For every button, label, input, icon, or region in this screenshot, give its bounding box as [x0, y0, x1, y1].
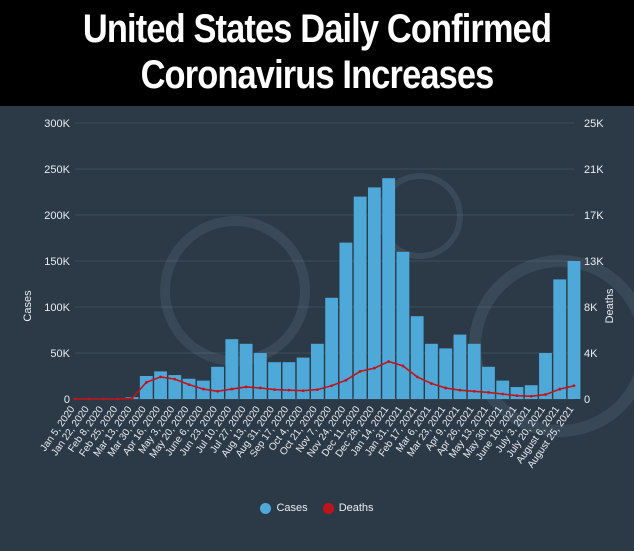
- chart-legend: Cases Deaths: [0, 502, 634, 517]
- deaths-point[interactable]: [444, 386, 448, 390]
- deaths-point[interactable]: [244, 385, 248, 389]
- legend-label-cases: Cases: [276, 502, 308, 514]
- deaths-point[interactable]: [487, 390, 490, 394]
- deaths-point[interactable]: [344, 378, 348, 382]
- y-tick-left-label: 100K: [44, 302, 70, 314]
- cases-bar[interactable]: [425, 343, 438, 399]
- title-line-2: Coronavirus Increases: [140, 53, 495, 97]
- legend-item-deaths[interactable]: Deaths: [322, 502, 374, 514]
- y-tick-right-label: 0: [584, 394, 590, 406]
- deaths-point[interactable]: [287, 388, 291, 392]
- cases-bar[interactable]: [182, 378, 196, 399]
- cases-bar[interactable]: [367, 187, 381, 399]
- y-tick-right-label: 4K: [584, 348, 598, 360]
- y-tick-right-label: 25K: [584, 118, 604, 130]
- deaths-point[interactable]: [458, 388, 462, 392]
- deaths-point[interactable]: [401, 364, 405, 368]
- deaths-point[interactable]: [529, 394, 533, 398]
- cases-bar[interactable]: [282, 362, 296, 399]
- y-axis-right-ticks: 0 4K 8K 13K 17K 21K 25K: [584, 118, 604, 406]
- cases-bar[interactable]: [553, 279, 567, 399]
- cases-series: [125, 178, 581, 399]
- deaths-point[interactable]: [373, 366, 376, 370]
- cases-bar[interactable]: [382, 178, 396, 399]
- deaths-point[interactable]: [501, 392, 505, 396]
- y-tick-left-label: 200K: [44, 210, 70, 222]
- deaths-point[interactable]: [515, 394, 519, 398]
- y-tick-left-label: 150K: [44, 256, 70, 268]
- deaths-point[interactable]: [201, 387, 205, 391]
- cases-bar[interactable]: [310, 343, 324, 399]
- deaths-point[interactable]: [144, 381, 148, 384]
- y-axis-left-ticks: 0 50K 100K 150K 200K 250K 300K: [44, 118, 70, 406]
- cases-bar[interactable]: [453, 334, 467, 399]
- cases-bar[interactable]: [211, 366, 224, 399]
- cases-bar[interactable]: [339, 242, 353, 399]
- y-axis-right-label: Deaths: [604, 288, 616, 323]
- deaths-point[interactable]: [415, 375, 419, 379]
- cases-bar[interactable]: [496, 380, 510, 399]
- deaths-point[interactable]: [430, 382, 433, 385]
- deaths-point[interactable]: [315, 388, 319, 392]
- gridlines: [75, 122, 574, 400]
- deaths-series-line: [75, 360, 575, 400]
- y-tick-left-label: 50K: [50, 348, 70, 360]
- deaths-point[interactable]: [230, 387, 234, 391]
- cases-bar[interactable]: [225, 339, 239, 399]
- y-tick-right-label: 17K: [584, 210, 604, 222]
- cases-deaths-chart: 0 50K 100K 150K 200K 250K 300K 0 4K 8K 13K 17K 21K 2…: [22, 118, 634, 470]
- y-axis-left-label: Cases: [22, 290, 34, 322]
- deaths-point[interactable]: [116, 397, 120, 401]
- deaths-point[interactable]: [558, 387, 562, 391]
- cases-bar[interactable]: [410, 316, 424, 399]
- deaths-point[interactable]: [102, 397, 105, 401]
- deaths-point[interactable]: [387, 360, 391, 363]
- cases-bar[interactable]: [253, 353, 267, 399]
- cases-bar[interactable]: [296, 357, 310, 399]
- cases-bar[interactable]: [268, 362, 282, 399]
- deaths-point[interactable]: [572, 384, 576, 388]
- cases-bar[interactable]: [396, 251, 410, 399]
- legend-item-cases[interactable]: Cases: [260, 502, 308, 514]
- cases-bar[interactable]: [467, 343, 481, 399]
- deaths-point[interactable]: [273, 388, 276, 392]
- deaths-point[interactable]: [187, 383, 191, 387]
- deaths-point[interactable]: [544, 393, 547, 396]
- cases-swatch-icon: [260, 502, 272, 514]
- y-tick-left-label: 0: [64, 394, 70, 406]
- y-tick-left-label: 250K: [44, 164, 70, 176]
- cases-bar[interactable]: [539, 353, 552, 399]
- cases-bar[interactable]: [353, 196, 367, 399]
- cases-bar[interactable]: [439, 348, 453, 399]
- cases-bar[interactable]: [239, 343, 253, 399]
- y-tick-right-label: 13K: [584, 256, 604, 268]
- deaths-point[interactable]: [87, 397, 91, 401]
- deaths-point[interactable]: [130, 397, 134, 400]
- deaths-point[interactable]: [216, 389, 219, 393]
- deaths-point[interactable]: [301, 389, 305, 393]
- chart-panel: 0 50K 100K 150K 200K 250K 300K 0 4K 8K 13K 17K 21K 2…: [0, 106, 634, 551]
- title-line-1: United States Daily Confirmed: [82, 7, 552, 51]
- cases-bar[interactable]: [325, 297, 339, 399]
- deaths-point[interactable]: [73, 397, 77, 401]
- title-banner: United States Daily Confirmed Coronaviru…: [0, 0, 634, 106]
- deaths-point[interactable]: [472, 389, 476, 393]
- cases-bar[interactable]: [510, 387, 524, 399]
- y-tick-right-label: 21K: [584, 164, 604, 176]
- y-tick-right-label: 8K: [584, 302, 598, 314]
- y-tick-left-label: 300K: [44, 118, 70, 130]
- cases-bar[interactable]: [482, 366, 495, 399]
- deaths-point[interactable]: [173, 377, 177, 381]
- legend-label-deaths: Deaths: [338, 502, 374, 514]
- deaths-point[interactable]: [358, 370, 362, 373]
- deaths-point[interactable]: [159, 375, 162, 379]
- deaths-point[interactable]: [330, 384, 334, 388]
- cases-bar[interactable]: [567, 261, 581, 399]
- deaths-swatch-icon: [322, 502, 334, 514]
- deaths-point[interactable]: [258, 386, 262, 390]
